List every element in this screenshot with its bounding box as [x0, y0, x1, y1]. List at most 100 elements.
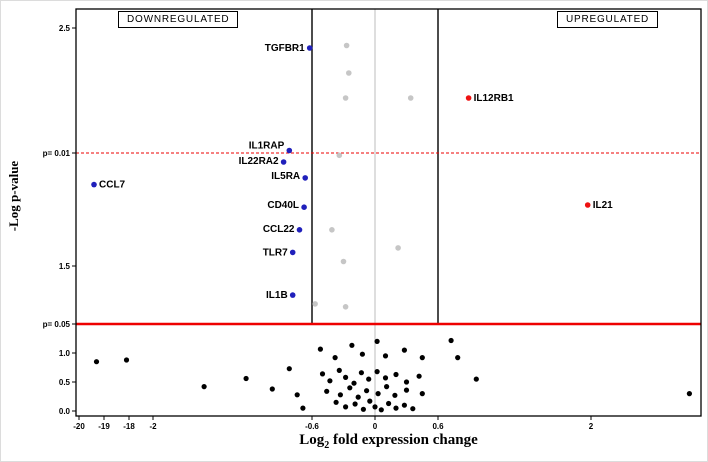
gene-label: IL1B	[266, 290, 288, 301]
data-point-nonsignificant-black	[349, 342, 355, 348]
data-point-nonsignificant-gray	[312, 301, 318, 307]
data-point-significant-downregulated	[286, 147, 293, 154]
data-point-nonsignificant-black	[324, 388, 330, 394]
data-point-nonsignificant-black	[336, 367, 342, 373]
data-point-significant-downregulated	[306, 45, 313, 51]
data-point-nonsignificant-black	[374, 369, 380, 375]
data-point-significant-downregulated	[301, 204, 307, 210]
data-point-nonsignificant-black	[201, 384, 207, 390]
data-point-nonsignificant-black	[455, 355, 461, 361]
data-point-nonsignificant-black	[384, 384, 390, 390]
data-point-nonsignificant-black	[351, 380, 357, 386]
p-threshold-label: p= 0.05	[43, 320, 71, 329]
data-point-nonsignificant-black	[386, 400, 392, 407]
data-point-nonsignificant-black	[401, 347, 407, 353]
data-point-nonsignificant-black	[393, 371, 399, 378]
x-tick-label: 0.6	[432, 422, 444, 431]
x-tick-label: 0	[373, 422, 378, 431]
data-point-nonsignificant-black	[367, 398, 373, 404]
data-point-nonsignificant-black	[286, 366, 292, 372]
x-tick-label: -2	[149, 422, 157, 431]
gene-label: CCL7	[99, 180, 126, 191]
data-point-nonsignificant-black	[375, 391, 381, 397]
data-point-nonsignificant-black	[243, 375, 249, 382]
data-point-nonsignificant-black	[319, 371, 326, 377]
data-point-nonsignificant-gray	[342, 304, 349, 310]
data-point-nonsignificant-gray	[346, 70, 352, 76]
data-point-nonsignificant-black	[393, 405, 399, 411]
data-point-nonsignificant-black	[372, 404, 378, 410]
data-point-nonsignificant-gray	[329, 227, 335, 233]
gene-label: IL1RAP	[249, 141, 285, 152]
data-point-nonsignificant-black	[392, 392, 398, 398]
data-point-nonsignificant-gray	[336, 152, 343, 159]
x-axis-title-subscript: 2	[324, 440, 330, 451]
data-point-nonsignificant-black	[360, 406, 366, 412]
gene-label: IL5RA	[271, 171, 300, 182]
data-point-nonsignificant-black	[374, 338, 380, 344]
data-point-significant-downregulated	[289, 249, 296, 256]
data-point-nonsignificant-gray	[342, 95, 349, 101]
x-axis-title-base: Log	[299, 432, 325, 448]
data-point-nonsignificant-black	[416, 373, 422, 379]
data-point-nonsignificant-black	[448, 337, 454, 344]
data-point-nonsignificant-black	[382, 353, 389, 359]
y-tick-label: 1.5	[59, 262, 71, 271]
data-point-nonsignificant-black	[337, 392, 343, 398]
gene-label: TLR7	[263, 247, 288, 258]
data-point-nonsignificant-black	[332, 355, 338, 361]
data-point-nonsignificant-black	[352, 401, 358, 407]
data-point-nonsignificant-black	[403, 387, 410, 393]
plot-border	[75, 8, 702, 417]
data-point-nonsignificant-black	[686, 391, 693, 397]
p-threshold-label: p= 0.01	[43, 149, 71, 158]
data-point-nonsignificant-black	[366, 376, 372, 382]
data-point-nonsignificant-black	[364, 388, 370, 394]
data-point-significant-upregulated	[465, 95, 472, 101]
data-point-nonsignificant-black	[343, 374, 349, 380]
x-tick-label: -19	[98, 422, 110, 431]
gene-label: TGFBR1	[265, 43, 305, 54]
gene-label: IL12RB1	[474, 93, 514, 104]
gene-label: CCL22	[263, 224, 295, 235]
data-point-significant-upregulated	[584, 202, 591, 208]
data-point-significant-downregulated	[296, 227, 303, 233]
data-point-nonsignificant-black	[93, 359, 100, 365]
y-tick-label: 2.5	[59, 24, 71, 33]
x-tick-label: -20	[73, 422, 85, 431]
y-tick-label: 0.5	[59, 378, 71, 387]
data-point-nonsignificant-black	[300, 405, 306, 411]
data-point-nonsignificant-black	[347, 385, 353, 391]
data-point-significant-downregulated	[302, 175, 309, 181]
data-point-nonsignificant-black	[419, 355, 425, 361]
gene-label: IL21	[593, 200, 613, 211]
data-point-nonsignificant-black	[355, 394, 361, 400]
gene-label: CD40L	[267, 200, 299, 211]
data-point-nonsignificant-gray	[340, 258, 347, 265]
x-tick-label: -0.6	[305, 422, 319, 431]
data-point-significant-downregulated	[280, 159, 287, 165]
x-axis-title-rest: fold expression change	[329, 432, 478, 448]
data-point-nonsignificant-black	[317, 346, 323, 352]
data-point-nonsignificant-black	[401, 402, 407, 408]
data-point-nonsignificant-gray	[395, 245, 401, 251]
data-point-significant-downregulated	[289, 292, 296, 298]
upregulated-region-label: UPREGULATED	[557, 11, 659, 28]
data-point-nonsignificant-black	[327, 378, 333, 384]
data-point-nonsignificant-black	[410, 406, 416, 412]
x-axis-title: Log2 fold expression change	[76, 432, 701, 451]
data-point-nonsignificant-black	[359, 351, 365, 357]
data-point-nonsignificant-black	[358, 370, 364, 376]
data-point-nonsignificant-black	[269, 386, 275, 392]
downregulated-region-label: DOWNREGULATED	[118, 11, 239, 28]
data-point-nonsignificant-black	[378, 407, 384, 413]
data-point-nonsignificant-black	[294, 392, 300, 398]
data-point-nonsignificant-black	[403, 379, 410, 385]
y-tick-label: 1.0	[59, 349, 71, 358]
data-point-nonsignificant-black	[343, 404, 349, 410]
y-axis-title: -Log p-value	[6, 160, 21, 232]
data-point-nonsignificant-black	[473, 376, 479, 382]
x-tick-label: 2	[589, 422, 594, 431]
